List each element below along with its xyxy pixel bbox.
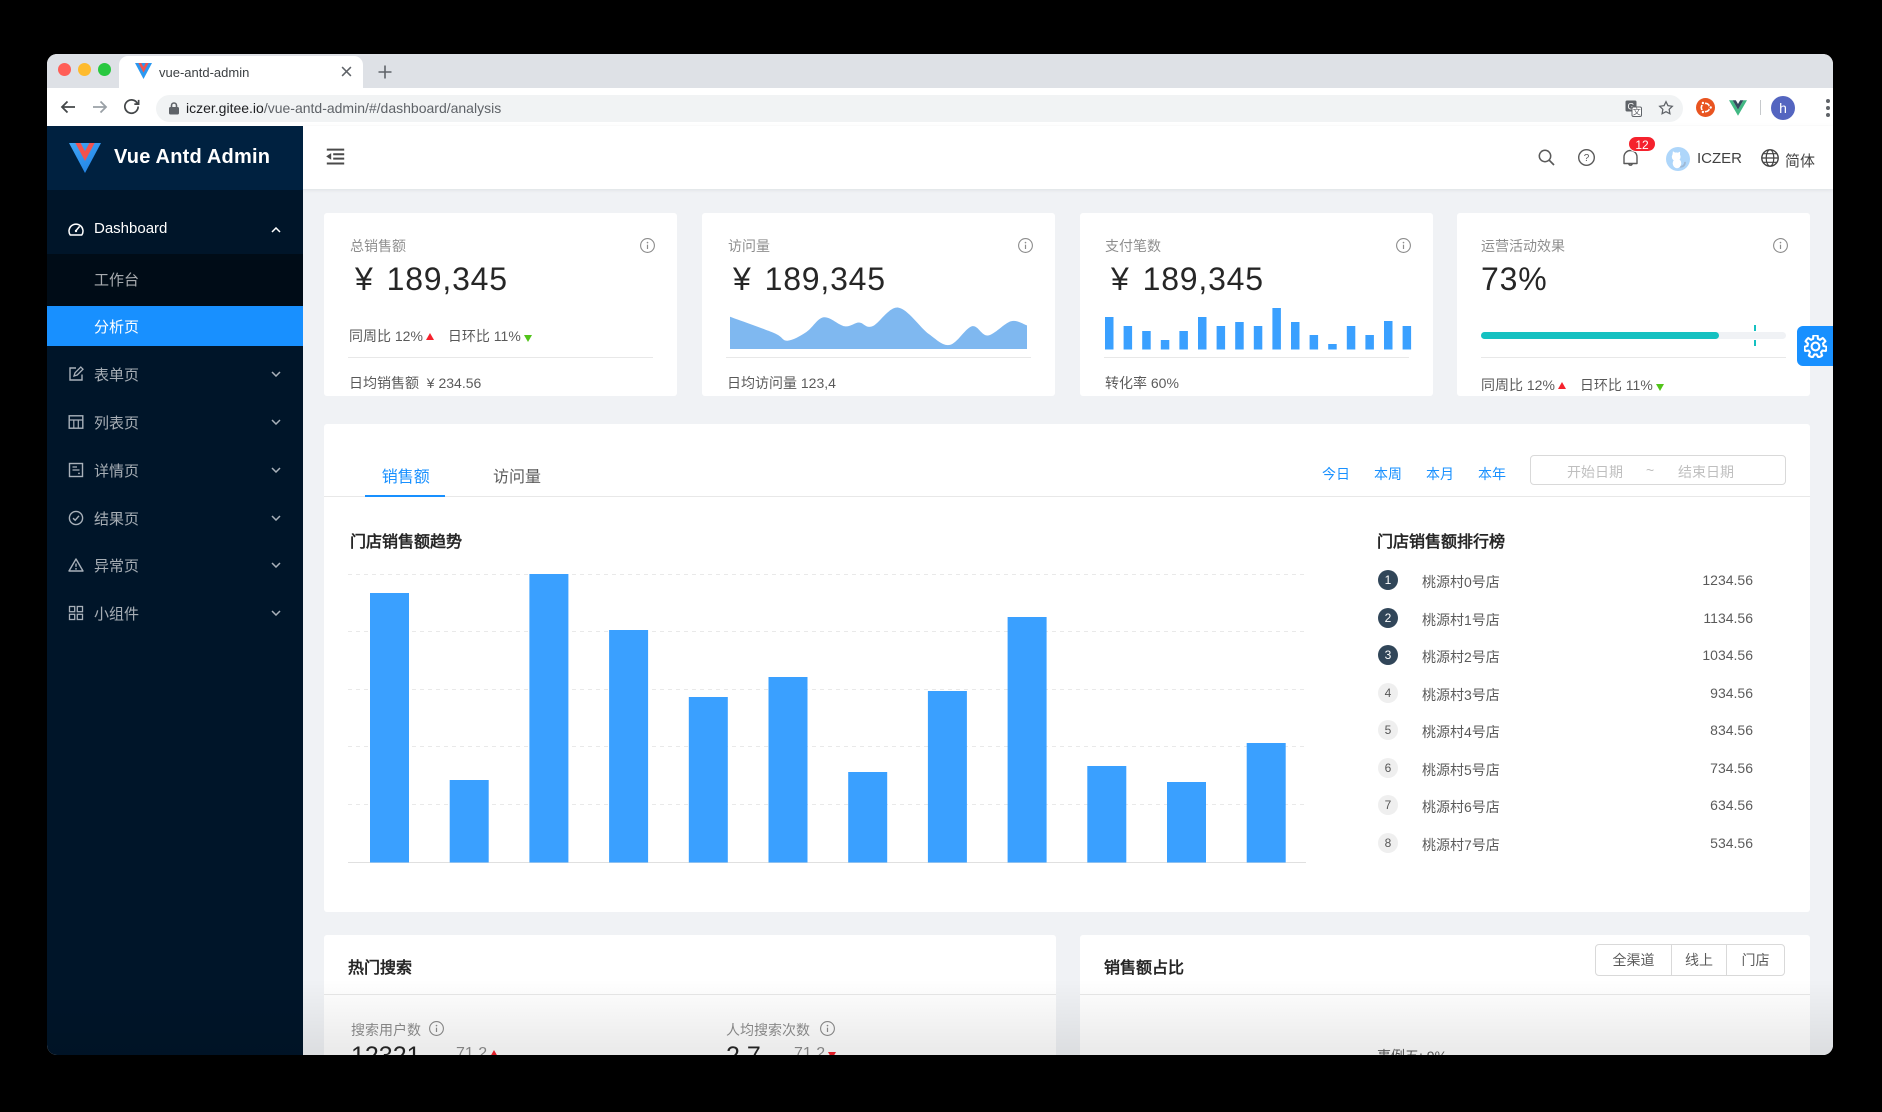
svg-text:G: G — [1627, 102, 1634, 112]
svg-text:?: ? — [1583, 153, 1589, 164]
svg-text:文: 文 — [1633, 107, 1641, 117]
